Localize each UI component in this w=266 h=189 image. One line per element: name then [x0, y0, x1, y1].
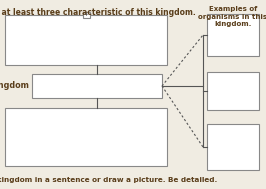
Bar [207, 72, 259, 110]
Text: +: + [84, 12, 88, 18]
Bar [82, 12, 89, 18]
Bar [207, 124, 259, 170]
Bar [207, 14, 259, 56]
Bar [32, 74, 162, 98]
Text: Use the kingdom in a sentence or draw a picture. Be detailed.: Use the kingdom in a sentence or draw a … [0, 177, 217, 183]
Bar [5, 15, 167, 65]
Text: Name at least three characteristic of this kingdom.: Name at least three characteristic of th… [0, 8, 196, 17]
Text: Kingdom: Kingdom [0, 81, 29, 91]
Bar [5, 108, 167, 166]
Text: Examples of
organisms in this
kingdom.: Examples of organisms in this kingdom. [198, 6, 266, 27]
